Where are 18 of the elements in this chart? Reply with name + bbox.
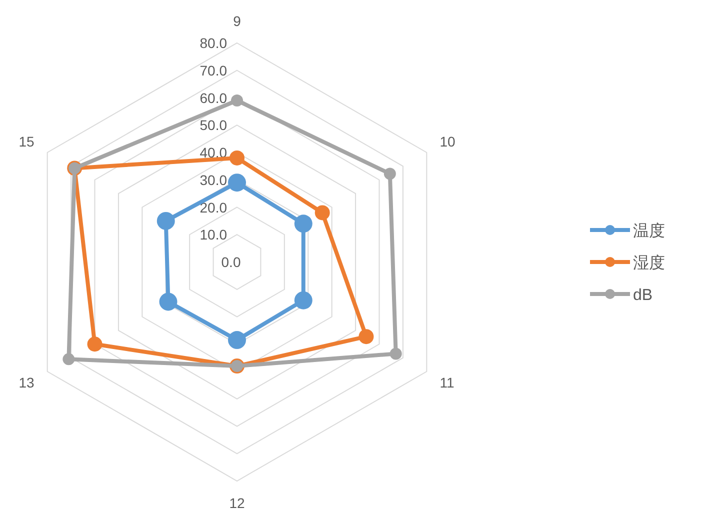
legend-label: dB	[633, 287, 653, 304]
y-tick-label: 80.0	[200, 35, 228, 51]
spoke-label: 9	[233, 13, 242, 29]
y-tick-label: 60.0	[200, 90, 228, 106]
y-tick-label: 20.0	[200, 199, 228, 216]
y-tick-label: 70.0	[200, 62, 228, 78]
legend-label: 湿度	[633, 254, 665, 272]
spoke-label: 11	[440, 374, 454, 390]
y-tick-label: 40.0	[200, 144, 228, 160]
y-tick-label: 0.0	[221, 254, 241, 270]
spoke-label: 10	[440, 134, 456, 150]
y-tick-label: 30.0	[200, 172, 228, 188]
y-tick-label: 50.0	[200, 117, 228, 134]
spoke-label: 13	[18, 374, 34, 390]
spoke-label: 15	[18, 134, 34, 150]
spoke-label: 12	[229, 495, 245, 511]
y-tick-label: 10.0	[200, 226, 228, 243]
legend-label: 温度	[633, 222, 665, 240]
